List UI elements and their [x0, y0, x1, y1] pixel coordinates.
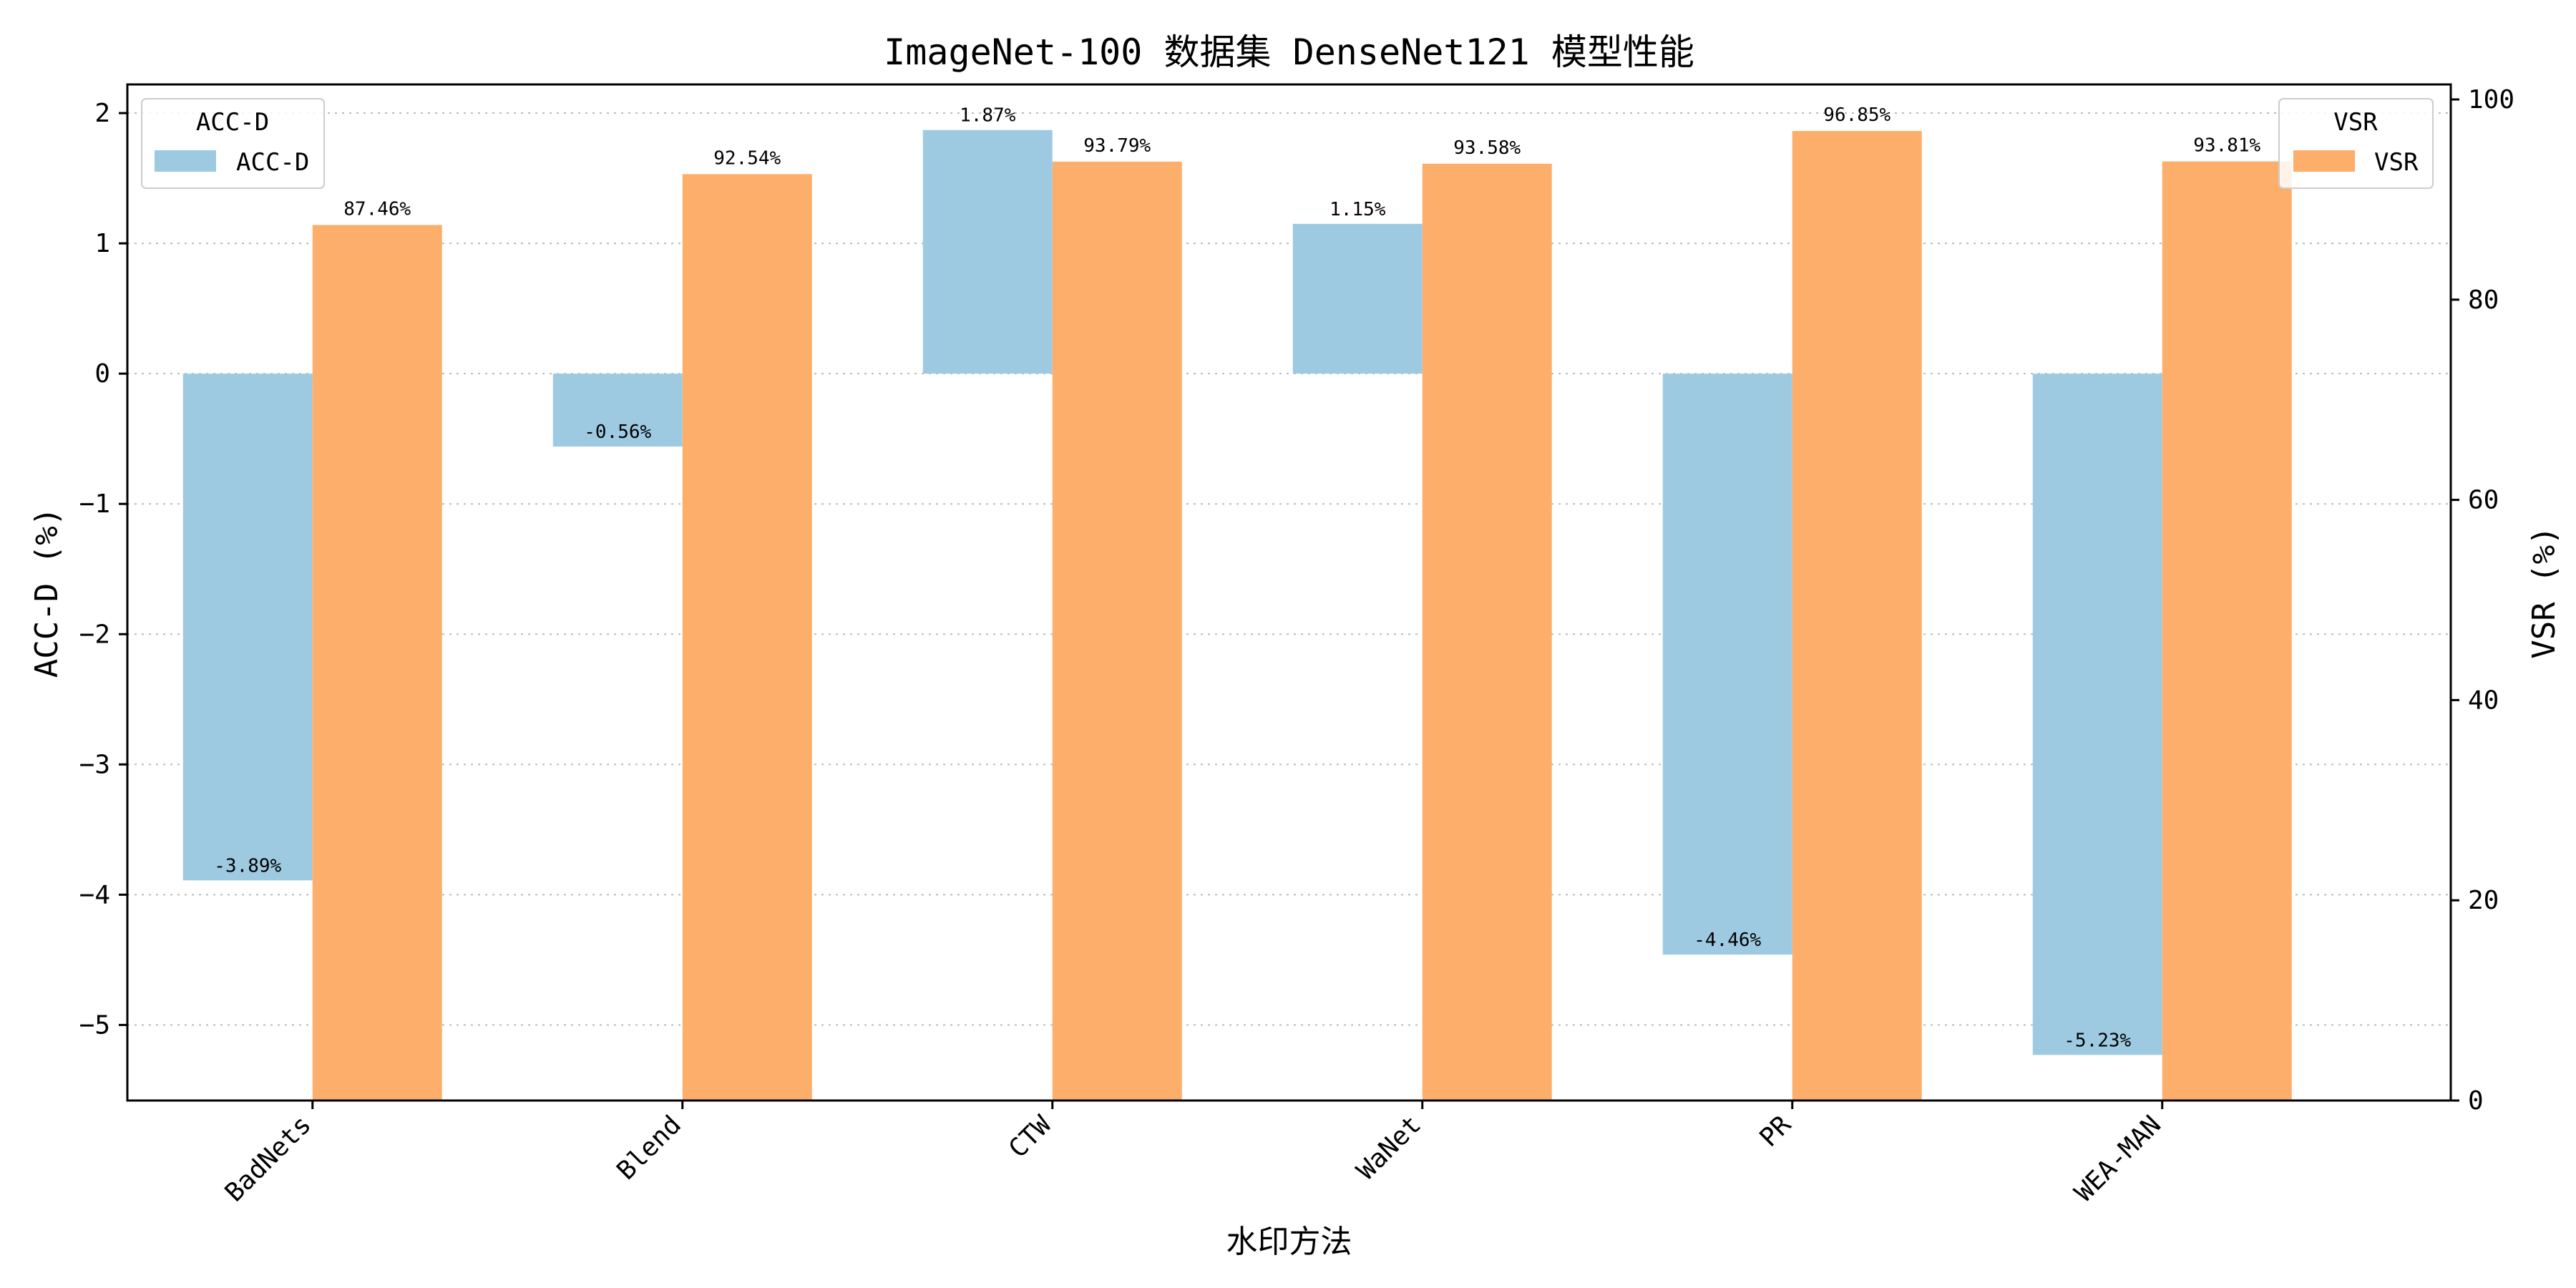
y-tick-label-left: −2: [79, 620, 110, 649]
bar-acc-d: [2032, 374, 2162, 1055]
bar-acc-d: [922, 130, 1053, 374]
bar-acc-d: [1662, 374, 1792, 955]
y-tick-label-right: 0: [2468, 1086, 2484, 1116]
x-tick-label: WEA-MAN: [2069, 1110, 2167, 1207]
data-labels: -3.89% 87.46% -0.56% 92.54% 1.87% 93.79% 1.15%…: [214, 104, 2260, 1051]
y-axis-label-right: VSR (%): [2526, 526, 2562, 658]
legend-acc-d: ACC-D ACC-D: [141, 98, 325, 189]
x-tick-label: WaNet: [1351, 1110, 1427, 1186]
legend-label-acc-d: ACC-D: [236, 148, 309, 177]
legend-swatch-vsr: [2293, 150, 2355, 172]
data-label-vsr: 93.79%: [1083, 135, 1151, 157]
y-tick-label-left: 0: [94, 359, 110, 389]
y-tick-label-left: −1: [79, 489, 110, 519]
x-tick-label: PR: [1754, 1110, 1797, 1153]
bar-vsr: [312, 225, 442, 1101]
bar-vsr: [1052, 161, 1182, 1101]
y-tick-label-left: 2: [94, 99, 110, 128]
legend-label-vsr: VSR: [2374, 148, 2419, 177]
y-tick-label-right: 60: [2468, 486, 2499, 515]
y-tick-label-left: −3: [79, 750, 110, 779]
y-tick-label-right: 80: [2468, 286, 2499, 315]
data-label-acc-d: 1.15%: [1330, 199, 1386, 220]
y-tick-label-right: 40: [2468, 686, 2499, 715]
plot-area-frame: [126, 83, 2452, 1102]
bar-acc-d: [182, 374, 313, 881]
data-label-vsr: 96.85%: [1823, 104, 1890, 126]
data-label-acc-d: -4.46%: [1694, 930, 1761, 951]
x-tick-label: BadNets: [220, 1110, 317, 1207]
legend-swatch-acc-d: [155, 150, 216, 172]
y-tick-label-left: −4: [79, 880, 110, 909]
y-tick-label-left: 1: [94, 229, 110, 258]
bar-vsr: [1422, 163, 1552, 1101]
x-tick-label: CTW: [1003, 1110, 1057, 1163]
legend-title: VSR: [2333, 108, 2378, 137]
data-label-acc-d: -5.23%: [2064, 1030, 2131, 1051]
y-tick-label-right: 100: [2468, 85, 2514, 114]
data-label-acc-d: -3.89%: [214, 855, 281, 877]
grid-lines: [127, 112, 2451, 1026]
bar-vsr: [682, 174, 812, 1101]
x-axis-label: 水印方法: [1226, 1224, 1352, 1260]
data-label-acc-d: 1.87%: [960, 105, 1016, 127]
data-label-vsr: 93.58%: [1453, 137, 1521, 159]
y-tick-label-right: 20: [2468, 886, 2499, 915]
bar-vsr: [2162, 161, 2292, 1101]
data-label-vsr: 93.81%: [2193, 135, 2260, 157]
x-tick-label: Blend: [611, 1110, 687, 1186]
legend-title: ACC-D: [196, 108, 269, 137]
bar-acc-d: [552, 374, 683, 447]
y-axis-label-left: ACC-D (%): [29, 507, 65, 678]
bars: [182, 130, 2292, 1101]
legend-vsr: VSR VSR: [2278, 98, 2434, 189]
data-label-vsr: 87.46%: [343, 198, 411, 220]
chart-title: ImageNet-100 数据集 DenseNet121 模型性能: [884, 31, 1694, 73]
data-label-acc-d: -0.56%: [584, 421, 651, 443]
data-label-vsr: 92.54%: [713, 147, 781, 169]
y-tick-label-left: −5: [79, 1010, 110, 1040]
bar-vsr: [1792, 131, 1922, 1101]
bar-acc-d: [1292, 223, 1423, 374]
